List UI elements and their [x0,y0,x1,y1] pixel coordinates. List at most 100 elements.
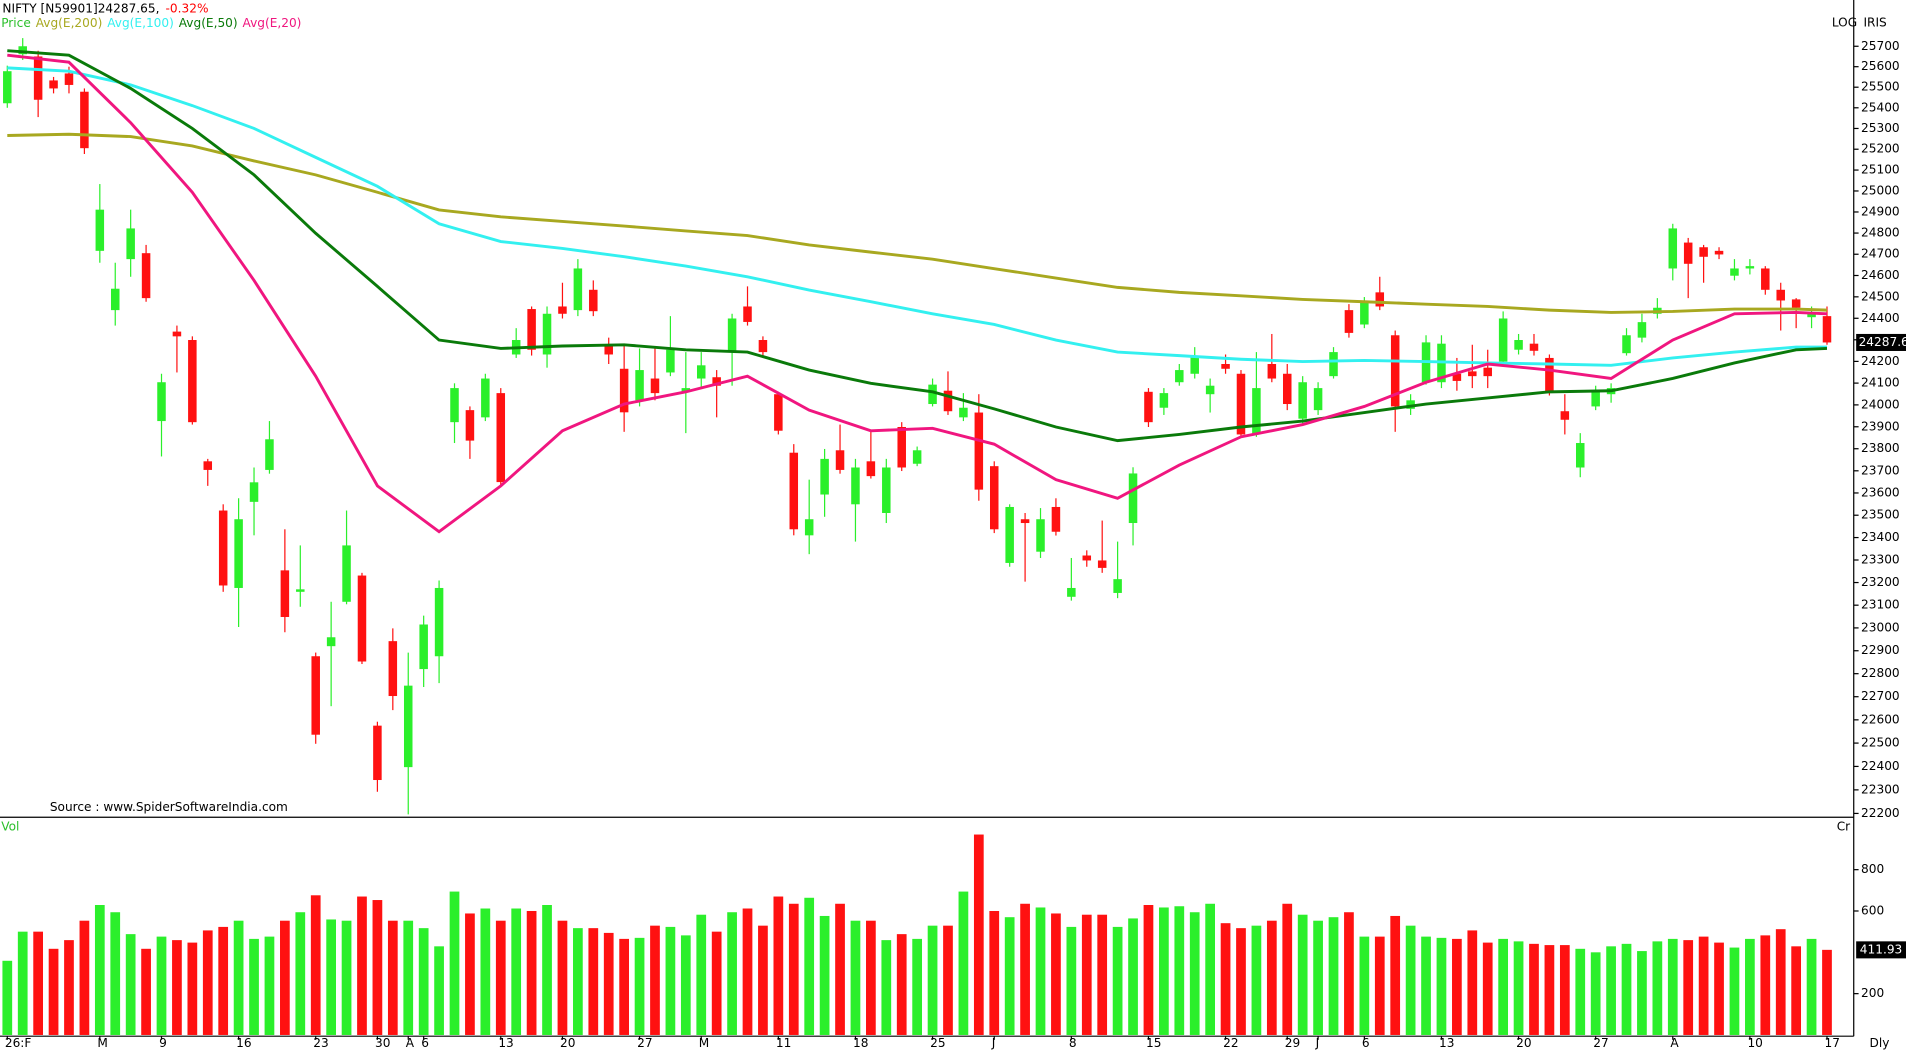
volume-bar [1421,936,1431,1035]
candle-body [249,482,259,502]
volume-bar [310,895,321,1035]
volume-bar [943,925,953,1035]
candle-body [1236,373,1246,435]
y-tick-label: 22800 [1861,666,1900,680]
volume-bar [680,935,691,1035]
candle-body [1067,587,1076,597]
y-tick-label: 25300 [1861,121,1900,135]
volume-bar [249,938,259,1035]
candle-body [1730,268,1739,276]
candle-body [3,71,12,104]
legend-entry: Avg(E,100) [107,16,174,30]
volume-bar [619,938,630,1035]
candle-body [141,253,151,299]
x-tick-label: 13 [498,1036,513,1050]
y-tick-label: 23000 [1861,620,1900,634]
y-tick-label: 24900 [1861,204,1900,218]
volume-bar [495,920,506,1035]
y-tick-label: 22900 [1861,643,1900,657]
y-tick-label: 22400 [1861,759,1900,773]
candle-body [1822,316,1832,343]
candle-body [758,340,768,353]
y-tick-label: 22500 [1861,736,1900,750]
volume-bar [1220,923,1231,1035]
volume-bar [1822,949,1832,1035]
x-tick-label: 27 [1593,1036,1608,1050]
volume-bar [1405,925,1416,1035]
period-label: Dly [1870,1036,1890,1050]
moving-average-line [7,132,1828,314]
x-tick-label: 6 [421,1036,429,1050]
volume-bar [1282,903,1293,1035]
volume-bar [110,912,121,1035]
y-tick-label: 23600 [1861,485,1900,499]
candle-body [496,393,506,483]
candle-body [434,587,444,657]
candle-body [373,725,382,781]
volume-tick-label: 200 [1861,986,1884,1000]
volume-bar [1482,942,1493,1035]
x-tick-label: 25 [930,1036,945,1050]
candle-body [1205,385,1215,395]
y-tick-label: 22600 [1861,712,1900,726]
candle-body [866,461,876,477]
x-tick-label: 11 [776,1036,791,1050]
volume-bar [973,834,984,1035]
candle-body [80,91,89,149]
volume-bar [94,905,105,1035]
volume-bar [1004,917,1015,1035]
y-tick-label: 23200 [1861,575,1900,589]
volume-unit: Cr [1837,820,1850,834]
y-tick-label: 23500 [1861,508,1900,522]
candle-body [1807,313,1816,318]
y-tick-label: 25500 [1861,80,1900,94]
source: Source : www.SpiderSoftwareIndia.com [50,800,288,814]
volume-bar [434,946,444,1035]
volume-bar [1745,938,1755,1035]
candle-body [1668,228,1678,269]
volume-bar [1652,941,1663,1035]
volume-bar [264,936,275,1035]
candle-body [589,289,598,312]
candle-body [696,365,706,379]
candle-body [126,228,135,260]
candle-body [882,467,891,513]
volume-bar [573,928,583,1035]
candle-body [218,510,228,586]
volume-bar [357,896,367,1035]
y-tick-label: 25000 [1861,183,1900,197]
y-tick-label: 22300 [1861,782,1900,796]
candle-body [1745,266,1755,269]
candle-body [712,377,721,386]
y-tick-label: 24400 [1861,311,1900,325]
candle-body [851,467,860,505]
candle-body [928,384,937,405]
volume-bar [1390,915,1401,1035]
candle-body [33,56,43,100]
volume-bar [1436,937,1447,1035]
volume-bar [1775,929,1786,1035]
candle-body [1560,411,1570,420]
x-tick-label: 18 [853,1036,868,1050]
x-tick-label: 8 [1069,1036,1077,1050]
candle-body [1545,357,1554,392]
volume-tick-label: 800 [1861,862,1884,876]
volume-bar [1112,926,1123,1035]
candle-body [989,466,999,530]
legend-entry: Avg(E,20) [243,16,302,30]
candle-body [1468,371,1477,377]
y-tick-label: 22700 [1861,689,1900,703]
volume-bar [1729,947,1740,1035]
volume-bar [1313,920,1323,1035]
volume-bar [1066,926,1077,1035]
volume-bar [1498,938,1509,1035]
volume-bar [788,903,799,1035]
candle-body [419,624,428,670]
moving-average-line [7,49,1828,443]
volume-bar [1590,952,1601,1035]
volume-bar [465,913,475,1035]
price-marker-box [1856,333,1906,351]
candle-body [465,410,475,441]
